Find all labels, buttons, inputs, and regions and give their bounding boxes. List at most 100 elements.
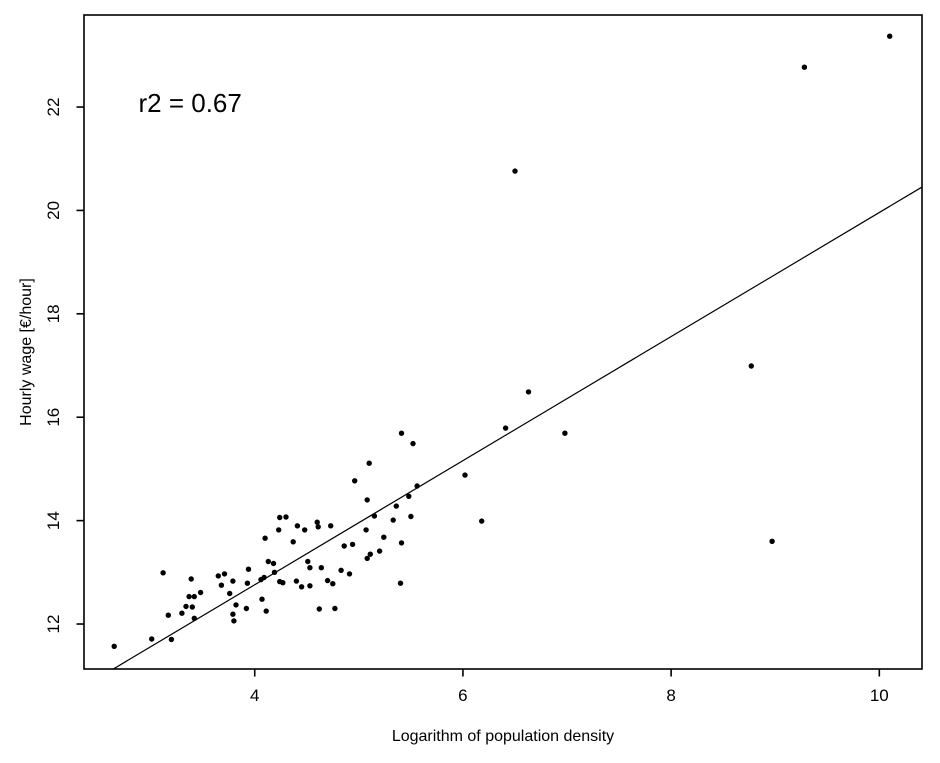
data-point [341,543,347,549]
data-point [168,636,175,643]
data-point [376,548,383,554]
y-tick-label: 16 [44,408,63,427]
data-point [366,460,372,466]
data-point [186,593,192,600]
data-point [307,565,313,571]
data-point [364,555,370,562]
data-point [363,527,369,533]
data-point [245,566,252,572]
data-point [324,577,331,584]
data-point [393,503,399,509]
data-point [259,596,265,602]
data-point [390,517,396,523]
data-point [243,605,250,612]
data-point [352,478,358,484]
data-point [298,584,305,590]
data-point [302,527,308,533]
data-point [408,513,414,520]
data-point [381,534,387,540]
y-tick-label: 18 [44,304,63,323]
data-point [346,571,353,577]
data-point [887,33,893,39]
data-point [397,580,404,586]
data-point [330,581,336,587]
r2-annotation: r2 = 0.67 [139,88,242,118]
data-point [189,604,195,610]
data-point [293,578,300,584]
x-axis-label: Logarithm of population density [392,728,614,745]
data-point [801,64,808,70]
data-point [262,535,268,541]
y-axis-ticks: 12 14 16 18 20 22 [44,98,84,634]
data-point [367,551,373,557]
data-point [271,569,278,575]
x-tick-label: 10 [870,686,889,705]
data-point [160,570,166,576]
data-point [328,523,334,529]
x-tick-label: 4 [250,686,259,705]
data-point [410,440,416,447]
data-point [398,430,405,436]
data-point [244,580,251,586]
data-point [371,513,378,519]
data-point [218,582,225,588]
data-point [512,168,518,174]
y-tick-label: 14 [44,511,63,530]
data-point [414,483,420,489]
data-point [265,558,271,565]
data-point [231,618,237,624]
data-point [283,514,289,520]
data-point [406,493,412,499]
data-point [462,472,468,478]
data-point [230,578,236,584]
data-point [188,576,194,582]
data-points [111,33,893,649]
data-point [276,527,282,533]
data-point [294,523,301,529]
data-point [263,608,269,614]
data-point [314,519,320,525]
plot-area [83,14,923,670]
data-point [270,560,277,567]
data-point [233,602,239,608]
data-point [230,611,236,617]
regression-line [112,186,923,670]
data-point [197,589,204,596]
data-point [183,603,189,610]
data-point [191,615,197,621]
data-point [332,605,338,612]
x-tick-label: 8 [666,686,675,705]
data-point [191,593,197,600]
data-point [215,573,221,579]
data-point [227,590,233,597]
data-point [338,567,344,573]
data-point [748,363,754,369]
data-point [290,539,296,545]
data-point [111,643,117,649]
x-tick-label: 6 [458,686,467,705]
data-point [221,571,228,577]
y-tick-label: 22 [44,98,63,117]
x-axis-ticks: 4 6 8 10 [250,669,889,705]
y-axis-label: Hourly wage [€/hour] [18,278,35,426]
data-point [479,518,485,524]
data-point [307,583,313,589]
data-point [305,558,311,565]
data-point [502,425,509,431]
data-point [769,538,775,544]
data-point [315,524,321,530]
data-point [318,565,324,571]
data-point [525,389,532,395]
data-point [165,612,171,618]
y-tick-label: 12 [44,615,63,634]
data-point [364,497,370,503]
data-point [398,540,405,546]
data-point [149,636,155,642]
data-point [179,610,185,616]
data-point [316,606,322,612]
data-point [261,574,267,581]
data-point [349,541,356,548]
y-tick-label: 20 [44,201,63,220]
